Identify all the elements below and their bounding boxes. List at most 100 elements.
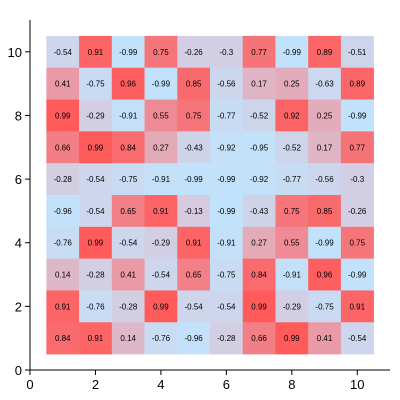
- heatmap-cell: [144, 195, 178, 228]
- cell-value-label: 0.41: [55, 80, 71, 89]
- cell-value-label: 0.91: [88, 334, 104, 343]
- heatmap-cell: [79, 290, 113, 323]
- heatmap-cell: [242, 322, 276, 355]
- x-tick-label: 0: [26, 377, 33, 392]
- heatmap-cell: [308, 35, 342, 69]
- cell-value-label: 0.75: [349, 239, 365, 248]
- heatmap-cell: [275, 322, 309, 355]
- heatmap-cell: [210, 226, 244, 259]
- heatmap-cell: [111, 258, 145, 291]
- heatmap-cell: [46, 67, 80, 100]
- heatmap-cell: [308, 163, 342, 196]
- cell-value-label: -0.3: [350, 175, 364, 184]
- heatmap-cell: [111, 131, 145, 164]
- heatmap-cell: [308, 99, 342, 132]
- heatmap-cell: [242, 99, 276, 132]
- cell-value-label: 0.89: [317, 48, 333, 57]
- heatmap-cell: [210, 258, 244, 291]
- cell-value-label: 0.99: [88, 239, 104, 248]
- heatmap-cell: [242, 195, 276, 228]
- heatmap-cell: [242, 35, 276, 69]
- heatmap-cell: [79, 226, 113, 259]
- heatmap-cell: [275, 131, 309, 164]
- cell-value-label: 0.66: [55, 143, 71, 152]
- heatmap-cell: [144, 322, 178, 355]
- heatmap-cell: [275, 99, 309, 132]
- cell-value-label: -0.54: [54, 48, 73, 57]
- cell-value-label: -0.26: [348, 207, 367, 216]
- cell-value-label: -0.91: [119, 111, 138, 120]
- heatmap-cell: [308, 322, 342, 355]
- y-tick-label: 4: [15, 236, 22, 251]
- heatmap-cell: [144, 226, 178, 259]
- cell-value-label: -0.99: [283, 48, 302, 57]
- cell-value-label: -0.43: [185, 143, 204, 152]
- cell-value-label: 0.77: [251, 48, 267, 57]
- heatmap-cell: [308, 131, 342, 164]
- cell-value-label: -0.52: [250, 111, 269, 120]
- cell-value-label: 0.41: [120, 271, 136, 280]
- heatmap-cell: [308, 226, 342, 259]
- heatmap-cell: [275, 258, 309, 291]
- heatmap-cell: [242, 258, 276, 291]
- cell-value-label: -0.51: [348, 48, 367, 57]
- cell-value-label: 0.91: [186, 239, 202, 248]
- x-tick-label: 10: [350, 377, 364, 392]
- cell-value-label: 0.89: [349, 80, 365, 89]
- heatmap-cell: [79, 195, 113, 228]
- heatmap-cell: [46, 99, 80, 132]
- heatmap-cell: [46, 258, 80, 291]
- cell-value-label: -0.99: [152, 80, 171, 89]
- heatmap-cell: [46, 290, 80, 323]
- heatmap-cell: [111, 322, 145, 355]
- heatmap-cell: [79, 99, 113, 132]
- cell-value-label: -0.99: [315, 239, 334, 248]
- cell-value-label: -0.63: [315, 80, 334, 89]
- cell-value-label: 0.17: [251, 80, 267, 89]
- heatmap-cell: [79, 322, 113, 355]
- y-tick-label: 6: [15, 172, 22, 187]
- cell-value-label: 0.99: [153, 302, 169, 311]
- cell-value-label: 0.65: [120, 207, 136, 216]
- cell-value-label: -0.28: [86, 271, 105, 280]
- cell-value-label: -0.99: [119, 48, 138, 57]
- heatmap-cell: [210, 99, 244, 132]
- cell-value-label: 0.75: [153, 48, 169, 57]
- heatmap-cell: [275, 195, 309, 228]
- cell-value-label: 0.84: [120, 143, 136, 152]
- cell-value-label: 0.92: [284, 111, 300, 120]
- cell-value-label: 0.77: [349, 143, 365, 152]
- cell-value-label: -0.28: [54, 175, 73, 184]
- heatmap-cell: [177, 163, 211, 196]
- x-axis-ticks: 0 2 4 6 8 10: [26, 370, 365, 392]
- heatmap-cell: [275, 35, 309, 69]
- x-tick-label: 6: [223, 377, 230, 392]
- heatmap-cell: [210, 131, 244, 164]
- cell-value-label: 0.91: [153, 207, 169, 216]
- heatmap-cell: [210, 195, 244, 228]
- heatmap-cell: [275, 290, 309, 323]
- cell-value-label: 0.17: [317, 143, 333, 152]
- cell-value-label: -0.95: [250, 143, 269, 152]
- cell-value-label: 0.75: [284, 207, 300, 216]
- cell-value-label: 0.85: [317, 207, 333, 216]
- heatmap-cell: [46, 35, 80, 69]
- cell-value-label: -0.91: [283, 271, 302, 280]
- heatmap-cell: [177, 226, 211, 259]
- cell-value-label: 0.14: [55, 271, 71, 280]
- heatmap-cell: [340, 258, 374, 291]
- heatmap-cell: [242, 226, 276, 259]
- x-tick-label: 8: [288, 377, 295, 392]
- cell-value-label: -0.91: [152, 175, 171, 184]
- heatmap-cell: [340, 35, 374, 69]
- y-axis-ticks: 0 2 4 6 8 10: [8, 45, 30, 378]
- heatmap-cell: [46, 322, 80, 355]
- cell-value-label: -0.54: [119, 239, 138, 248]
- heatmap-cell: [340, 163, 374, 196]
- cell-value-label: -0.13: [185, 207, 204, 216]
- cell-value-label: 0.25: [317, 111, 333, 120]
- cell-value-label: -0.92: [217, 143, 236, 152]
- cell-value-label: -0.92: [250, 175, 269, 184]
- cell-value-label: 0.96: [317, 271, 333, 280]
